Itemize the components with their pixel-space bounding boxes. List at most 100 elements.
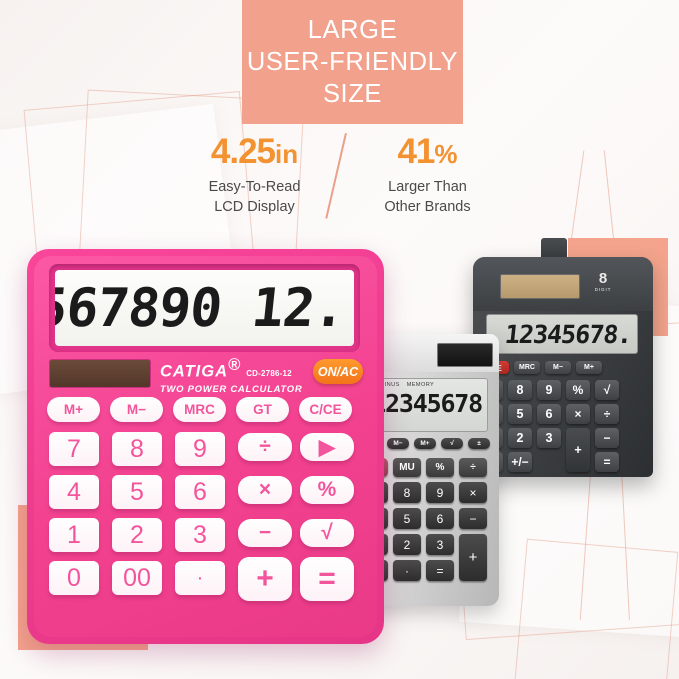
pink-keypad: M+ M− MRC GT C/CE 7 8 9 ÷ ▶ 4 5 6 × % 1 … [47,397,363,622]
silver-key-5[interactable]: 5 [393,508,421,529]
pink-key-double-zero[interactable]: 00 [112,561,162,595]
pink-key-m-minus[interactable]: M− [110,397,163,422]
silver-key-m-minus[interactable]: M− [387,438,409,449]
dark-key-percent[interactable]: % [566,380,590,400]
stat-unit-1: in [275,139,299,169]
stat-number-2: 41 [397,132,435,171]
silver-key-plus[interactable]: + [459,534,487,581]
pink-key-4[interactable]: 4 [49,475,99,509]
silver-key-m-plus[interactable]: M+ [414,438,436,449]
pink-key-2[interactable]: 2 [112,518,162,552]
stat-unit-2: % [434,139,458,169]
pink-key-6[interactable]: 6 [175,475,225,509]
dark-key-minus[interactable]: − [595,428,619,448]
silver-key-8[interactable]: 8 [393,482,421,503]
pink-key-5[interactable]: 5 [112,475,162,509]
stat-display-size: 4.25in Easy-To-Read LCD Display [168,134,341,226]
bg-line-3 [579,470,592,620]
pink-key-plus[interactable]: + [238,557,292,601]
pink-key-1[interactable]: 1 [49,518,99,552]
headline-text: LARGE USER-FRIENDLY SIZE [247,14,458,110]
silver-key-sqrt[interactable]: √ [441,438,463,449]
silver-key-divide[interactable]: ÷ [459,458,487,477]
pink-key-c-ce[interactable]: C/CE [299,397,352,422]
bg-line-4 [621,470,631,620]
silver-lcd-indicators: − MINUS MEMORY [369,382,482,388]
stat-caption-1: Easy-To-Read LCD Display [168,178,341,217]
pink-key-8[interactable]: 8 [112,432,162,466]
pink-key-7[interactable]: 7 [49,432,99,466]
product-tagline: TWO POWER CALCULATOR [160,384,303,396]
dark-key-3[interactable]: 3 [537,428,561,448]
headline-banner: LARGE USER-FRIENDLY SIZE [242,0,463,124]
pink-lcd-bezel: 1234567890 12. [49,264,360,352]
pink-key-sqrt[interactable]: √ [300,519,354,547]
dark-stand-tab [541,238,567,260]
silver-solar-panel-icon [437,343,493,367]
dark-key-equals[interactable]: = [595,452,619,472]
silver-key-decimal[interactable]: · [393,560,421,581]
calculator-dark: 8 DIGIT 12345678. CE MRC M− M+ 7 8 9 % √… [473,238,653,477]
indicator-minus-label: MINUS [379,382,400,388]
dark-key-9[interactable]: 9 [537,380,561,400]
dark-key-5[interactable]: 5 [508,404,532,424]
dark-keypad: CE MRC M− M+ 7 8 9 % √ 4 5 6 × ÷ 1 2 3 −… [479,361,643,472]
dark-key-mrc[interactable]: MRC [514,361,540,374]
silver-key-minus[interactable]: − [459,508,487,529]
dark-key-2[interactable]: 2 [508,428,532,448]
pink-key-3[interactable]: 3 [175,518,225,552]
pink-key-gt[interactable]: GT [236,397,289,422]
power-on-ac-button[interactable]: ON/AC [313,359,363,384]
silver-key-percent[interactable]: % [426,458,454,477]
dark-key-8[interactable]: 8 [508,380,532,400]
stats-row: 4.25in Easy-To-Read LCD Display 41% Larg… [168,134,514,226]
pink-key-decimal[interactable]: · [175,561,225,595]
pink-key-minus[interactable]: − [238,519,292,547]
dark-key-sign[interactable]: +/− [508,452,532,472]
silver-key-6[interactable]: 6 [426,508,454,529]
dark-key-m-plus[interactable]: M+ [576,361,602,374]
silver-key-multiply[interactable]: × [459,482,487,503]
dark-key-6[interactable]: 6 [537,404,561,424]
pink-key-m-plus[interactable]: M+ [47,397,100,422]
model-number: CD-2786-12 [246,369,292,379]
silver-key-9[interactable]: 9 [426,482,454,503]
pink-key-9[interactable]: 9 [175,432,225,466]
pink-lcd-display: 1234567890 12. [55,270,354,346]
pink-key-multiply[interactable]: × [238,476,292,504]
silver-key-sign[interactable]: ± [468,438,490,449]
dark-lcd-display: 12345678. [486,314,638,354]
headline-line-2: USER-FRIENDLY [246,47,459,76]
digit-badge: 8 DIGIT [590,271,616,292]
silver-key-equals[interactable]: = [426,560,454,581]
pink-brand-line: CATIGA® CD-2786-12 [160,357,320,381]
dark-key-m-minus[interactable]: M− [545,361,571,374]
stat-value-2: 41% [341,134,514,169]
digit-badge-number: 8 [598,270,608,287]
stat-number-1: 4.25 [210,132,276,171]
silver-lcd-value-wrap: 12345678 [369,389,482,418]
dark-key-divide[interactable]: ÷ [595,404,619,424]
silver-lcd-value: 12345678 [371,389,482,418]
pink-key-arrow[interactable]: ▶ [300,433,354,461]
pink-key-equals[interactable]: = [300,557,354,601]
headline-line-3: SIZE [322,80,383,109]
dark-key-plus[interactable]: + [566,428,590,472]
brand-trademark-icon: ® [228,356,242,374]
stat-caption-2-line1: Larger Than [388,179,467,195]
stat-caption-2: Larger Than Other Brands [341,178,514,217]
dark-key-sqrt[interactable]: √ [595,380,619,400]
silver-key-2[interactable]: 2 [393,534,421,555]
pink-key-0[interactable]: 0 [49,561,99,595]
indicator-memory: MEMORY [406,382,435,388]
pink-lcd-value: 1234567890 12. [55,277,349,339]
dark-key-multiply[interactable]: × [566,404,590,424]
pink-key-divide[interactable]: ÷ [238,433,292,461]
silver-key-3[interactable]: 3 [426,534,454,555]
pink-key-percent[interactable]: % [300,476,354,504]
silver-key-mu[interactable]: MU [393,458,421,477]
stat-caption-1-line2: LCD Display [214,198,295,215]
calculator-pink: 1234567890 12. CATIGA® CD-2786-12 TWO POW… [27,249,384,644]
pink-key-mrc[interactable]: MRC [173,397,226,422]
bg-line-1 [566,150,585,270]
